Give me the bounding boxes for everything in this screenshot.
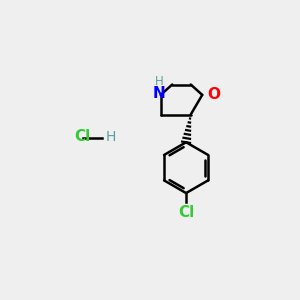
Text: N: N [152,86,165,101]
Text: Cl: Cl [74,129,90,144]
Text: H: H [105,130,116,144]
Text: Cl: Cl [178,205,194,220]
Text: H: H [154,75,163,88]
Text: O: O [207,87,220,102]
